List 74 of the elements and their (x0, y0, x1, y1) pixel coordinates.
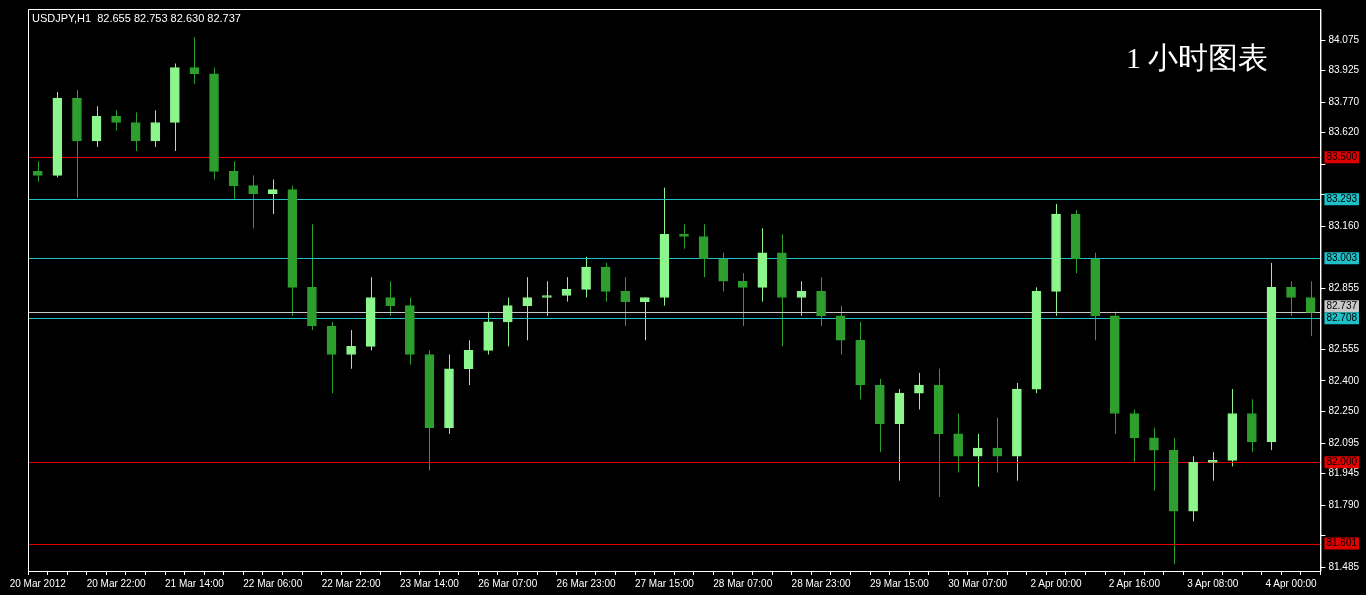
candlestick (111, 109, 121, 132)
x-tick-label: 3 Apr 08:00 (1187, 577, 1239, 589)
candlestick (248, 174, 259, 229)
candlestick (796, 280, 807, 317)
x-tick-label: 22 Mar 22:00 (321, 577, 381, 589)
y-tick-label: 83.925 (1328, 64, 1360, 76)
ref-line-label: 81.601 (1326, 537, 1358, 549)
candlestick (835, 305, 846, 355)
candlestick (698, 223, 709, 278)
x-tick-label: 2 Apr 16:00 (1108, 577, 1161, 589)
candlestick (953, 413, 963, 474)
candlestick (816, 276, 826, 327)
x-tick-label: 26 Mar 23:00 (556, 577, 616, 589)
candlestick (267, 179, 278, 215)
candlestick (640, 297, 650, 341)
ref-line-label: 83.293 (1326, 193, 1358, 204)
annotation: 1 小时图表 (1125, 40, 1269, 74)
candlestick (1129, 408, 1140, 463)
ref-line-label: 82.737 (1326, 300, 1358, 312)
ref-line-label: 83.003 (1326, 252, 1358, 264)
candlestick (385, 280, 396, 317)
ref-line-label: 82.708 (1326, 312, 1358, 324)
chart-title: USDJPY,H1 82.655 82.753 82.630 82.737 (32, 11, 241, 24)
candlestick (130, 111, 141, 152)
candlestick (502, 297, 513, 347)
candlestick (522, 276, 533, 341)
x-tick-label: 27 Mar 15:00 (634, 577, 695, 589)
x-tick-label: 2 Apr 00:00 (1030, 577, 1083, 589)
candlestick (32, 160, 43, 183)
x-tick-label: 4 Apr 00:00 (1265, 577, 1318, 589)
x-tick-label: 20 Mar 2012 (9, 577, 67, 589)
x-tick-label: 22 Mar 06:00 (243, 577, 303, 589)
x-tick-label: 30 Mar 07:00 (948, 577, 1008, 589)
x-tick-label: 20 Mar 22:00 (86, 577, 147, 589)
y-tick-label: 82.400 (1328, 374, 1360, 386)
y-tick-label: 82.095 (1328, 436, 1360, 448)
candlestick (679, 223, 689, 250)
y-tick-label: 81.945 (1328, 467, 1360, 479)
x-tick-label: 28 Mar 23:00 (791, 577, 851, 589)
candlestick (718, 252, 728, 292)
candlestick (189, 36, 200, 85)
y-tick-label: 81.485 (1328, 560, 1360, 572)
candlestick (600, 262, 611, 303)
y-tick-label: 83.770 (1328, 95, 1360, 107)
ref-line-label: 83.500 (1326, 150, 1358, 162)
candlestick (150, 109, 161, 148)
candlestick (914, 372, 924, 410)
candlestick (1286, 280, 1296, 317)
x-tick-label: 26 Mar 07:00 (478, 577, 538, 589)
x-tick-label: 21 Mar 14:00 (164, 577, 225, 589)
y-tick-label: 82.855 (1328, 282, 1360, 294)
candlestick (346, 329, 356, 370)
y-tick-label: 84.075 (1328, 33, 1360, 45)
y-tick-label: 83.620 (1328, 126, 1360, 138)
x-tick-label: 28 Mar 07:00 (713, 577, 773, 589)
candlestick (542, 280, 552, 317)
candlestick (91, 105, 102, 148)
candlestick (737, 272, 748, 327)
candlestick (992, 417, 1003, 474)
candlestick (1149, 427, 1159, 492)
candlestick (561, 276, 572, 303)
y-tick-label: 82.250 (1328, 405, 1360, 417)
candlestick (463, 339, 474, 386)
x-tick-label: 29 Mar 15:00 (869, 577, 930, 589)
candlestick (581, 256, 591, 299)
y-tick-label: 82.555 (1328, 343, 1360, 355)
y-tick-label: 83.160 (1328, 220, 1360, 232)
candlestick (1207, 451, 1218, 482)
candlestick (972, 433, 983, 488)
x-tick-label: 23 Mar 14:00 (399, 577, 460, 589)
ref-line-label: 82.000 (1326, 456, 1358, 468)
y-tick-label: 81.790 (1328, 498, 1360, 510)
candlestick (1305, 280, 1316, 337)
candlestick (620, 276, 631, 327)
